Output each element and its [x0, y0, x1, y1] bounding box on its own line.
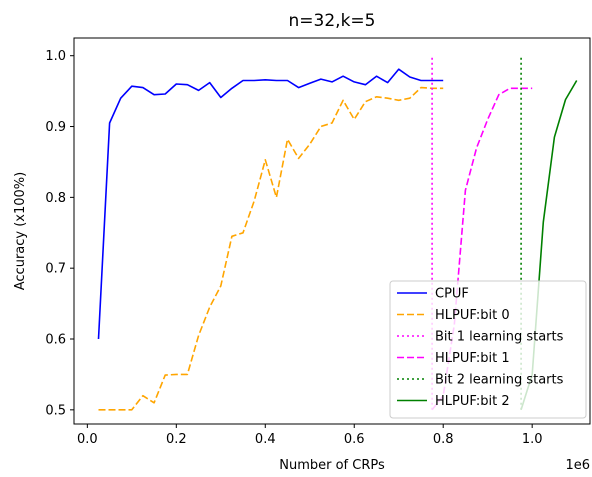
legend-label-3: HLPUF:bit 1 [435, 351, 510, 366]
legend-label-5: HLPUF:bit 2 [435, 394, 510, 409]
y-tick-label: 0.6 [45, 333, 66, 348]
y-tick-label: 0.5 [45, 403, 66, 418]
x-tick-label: 0.8 [433, 432, 454, 447]
x-tick-label: 0.4 [255, 432, 276, 447]
legend-label-0: CPUF [435, 287, 469, 302]
y-tick-label: 0.9 [45, 120, 66, 135]
x-tick-label: 0.6 [344, 432, 365, 447]
y-tick-label: 0.8 [45, 191, 66, 206]
y-tick-label: 1.0 [45, 49, 66, 64]
y-axis-label: Accuracy (x100%) [13, 172, 28, 291]
legend-label-4: Bit 2 learning starts [435, 373, 564, 388]
y-axis-ticks: 0.5 0.6 0.7 0.8 0.9 1.0 [45, 49, 74, 418]
legend: CPUF HLPUF:bit 0 Bit 1 learning starts HLPU… [390, 281, 586, 418]
x-tick-label: 0.0 [77, 432, 98, 447]
x-axis-label: Number of CRPs [279, 458, 385, 473]
legend-label-1: HLPUF:bit 0 [435, 308, 510, 323]
x-axis-offset-label: 1e6 [565, 458, 590, 473]
x-tick-label: 1.0 [522, 432, 543, 447]
legend-label-2: Bit 1 learning starts [435, 330, 564, 345]
x-tick-label: 0.2 [166, 432, 187, 447]
x-axis-ticks: 0.0 0.2 0.4 0.6 0.8 1.0 [77, 424, 543, 447]
chart-title: n=32,k=5 [289, 11, 376, 31]
y-tick-label: 0.7 [45, 262, 66, 277]
